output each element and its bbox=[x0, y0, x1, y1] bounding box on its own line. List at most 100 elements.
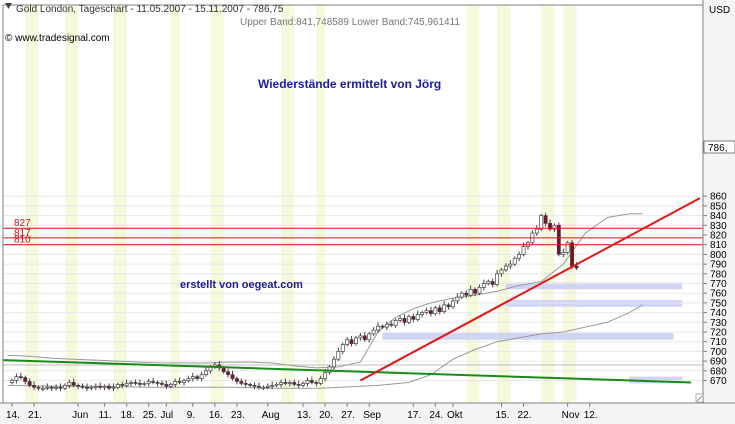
y-tick-label: 750 bbox=[710, 298, 727, 309]
x-tick-label: 21. bbox=[28, 410, 42, 421]
candle bbox=[565, 240, 570, 255]
bands-label: Upper Band:841,748589 Lower Band:745,961… bbox=[240, 17, 460, 28]
candle bbox=[76, 383, 81, 390]
last-price-marker: 786, bbox=[703, 140, 735, 154]
y-tick-label: 760 bbox=[710, 289, 727, 300]
candle bbox=[137, 379, 142, 388]
candle bbox=[177, 377, 182, 385]
candle bbox=[309, 376, 314, 385]
x-tick-label: Nov bbox=[562, 410, 580, 421]
y-tick-label: 680 bbox=[710, 366, 727, 377]
last-price-label: 786, bbox=[708, 143, 727, 154]
candle bbox=[455, 293, 460, 304]
candle bbox=[503, 263, 508, 272]
candle bbox=[305, 377, 310, 387]
x-tick-label: 20. bbox=[319, 410, 333, 421]
candle bbox=[367, 332, 372, 343]
weekday-band bbox=[113, 5, 127, 403]
corner-resize-icon[interactable] bbox=[695, 393, 704, 403]
candle bbox=[534, 225, 539, 236]
candle bbox=[464, 290, 469, 299]
candle bbox=[248, 382, 253, 388]
candle bbox=[376, 322, 380, 333]
candle bbox=[512, 256, 517, 267]
x-tick-label: 27. bbox=[341, 410, 355, 421]
candle bbox=[508, 260, 513, 269]
resistance-annotation: Wiederstände ermittelt von Jörg bbox=[258, 77, 441, 91]
candle bbox=[120, 381, 125, 389]
x-tick-label: Jul bbox=[160, 410, 173, 421]
candle bbox=[146, 378, 151, 387]
candle bbox=[398, 315, 403, 323]
weekday-band bbox=[281, 5, 295, 403]
candle bbox=[543, 212, 548, 227]
candle bbox=[389, 320, 394, 328]
candle bbox=[45, 383, 50, 391]
candle bbox=[265, 383, 270, 390]
candle bbox=[433, 305, 438, 316]
candle bbox=[424, 307, 429, 315]
y-tick-label: 670 bbox=[710, 376, 727, 387]
candle bbox=[115, 382, 120, 390]
candle bbox=[243, 379, 248, 388]
candle bbox=[473, 287, 478, 297]
candle bbox=[23, 375, 28, 385]
candle bbox=[195, 374, 200, 381]
x-tick-label: 24. bbox=[429, 410, 443, 421]
weekday-band bbox=[64, 5, 79, 403]
candle bbox=[429, 306, 433, 317]
candle bbox=[415, 310, 420, 322]
x-tick-label: Jun bbox=[72, 410, 88, 421]
candle bbox=[234, 376, 239, 385]
candle bbox=[49, 385, 54, 392]
credit-annotation: erstellt von oegeat.com bbox=[180, 279, 303, 291]
candle bbox=[517, 251, 522, 262]
candle bbox=[186, 375, 191, 383]
chart-title: Gold London, Tageschart - 11.05.2007 - 1… bbox=[16, 4, 284, 15]
y-tick-label: 710 bbox=[710, 337, 727, 348]
candle bbox=[495, 269, 500, 287]
candle bbox=[111, 383, 116, 392]
candle bbox=[80, 383, 85, 390]
candle bbox=[226, 368, 231, 378]
candle bbox=[446, 302, 451, 310]
candle bbox=[54, 384, 59, 391]
candle bbox=[199, 371, 204, 382]
weekday-band bbox=[466, 5, 480, 403]
candle bbox=[451, 298, 455, 309]
candle bbox=[468, 285, 473, 298]
candle bbox=[380, 324, 385, 330]
y-tick-label: 740 bbox=[710, 308, 727, 319]
y-tick-label: 860 bbox=[710, 192, 727, 203]
candle bbox=[499, 267, 504, 277]
candle bbox=[32, 381, 37, 391]
candle bbox=[10, 378, 14, 385]
candle bbox=[67, 379, 72, 389]
candle bbox=[402, 314, 407, 326]
y-tick-label: 840 bbox=[710, 211, 727, 222]
y-tick-label: 790 bbox=[710, 260, 727, 271]
candle bbox=[98, 382, 103, 390]
weekday-band bbox=[497, 5, 511, 403]
title-icon bbox=[5, 3, 12, 9]
candle bbox=[190, 372, 195, 382]
x-tick-label: 16. bbox=[209, 410, 223, 421]
y-tick-label: 830 bbox=[710, 221, 727, 232]
candle bbox=[89, 385, 94, 391]
candle bbox=[270, 381, 275, 390]
candle bbox=[164, 380, 169, 390]
candle bbox=[230, 370, 235, 381]
weekday-band bbox=[170, 5, 180, 403]
candle bbox=[349, 335, 354, 347]
candle bbox=[420, 310, 425, 318]
candle bbox=[14, 373, 19, 384]
y-tick-label: 800 bbox=[710, 250, 727, 261]
candle bbox=[182, 378, 186, 386]
x-tick-label: 9. bbox=[187, 410, 195, 421]
candle bbox=[292, 379, 297, 387]
y-tick-label: 720 bbox=[710, 328, 727, 339]
x-tick-label: 17. bbox=[407, 410, 421, 421]
y-tick-label: 820 bbox=[710, 231, 727, 242]
candle bbox=[40, 385, 45, 392]
